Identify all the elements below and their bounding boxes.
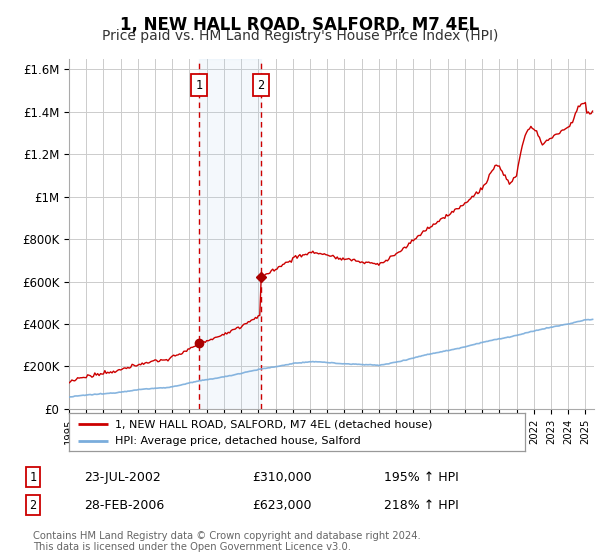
Text: 1: 1 <box>29 470 37 484</box>
Text: 1: 1 <box>196 78 203 91</box>
Text: 2: 2 <box>29 498 37 512</box>
Text: £310,000: £310,000 <box>252 470 311 484</box>
Text: £623,000: £623,000 <box>252 498 311 512</box>
Text: 28-FEB-2006: 28-FEB-2006 <box>84 498 164 512</box>
Bar <box>199 59 261 409</box>
Text: 2: 2 <box>257 78 265 91</box>
Text: 23-JUL-2002: 23-JUL-2002 <box>84 470 161 484</box>
Text: 1, NEW HALL ROAD, SALFORD, M7 4EL (detached house): 1, NEW HALL ROAD, SALFORD, M7 4EL (detac… <box>115 419 432 429</box>
Text: 218% ↑ HPI: 218% ↑ HPI <box>384 498 459 512</box>
Text: Contains HM Land Registry data © Crown copyright and database right 2024.
This d: Contains HM Land Registry data © Crown c… <box>33 531 421 553</box>
Text: HPI: Average price, detached house, Salford: HPI: Average price, detached house, Salf… <box>115 436 361 446</box>
Text: Price paid vs. HM Land Registry's House Price Index (HPI): Price paid vs. HM Land Registry's House … <box>102 29 498 43</box>
Text: 195% ↑ HPI: 195% ↑ HPI <box>384 470 459 484</box>
Text: 1, NEW HALL ROAD, SALFORD, M7 4EL: 1, NEW HALL ROAD, SALFORD, M7 4EL <box>121 16 479 34</box>
